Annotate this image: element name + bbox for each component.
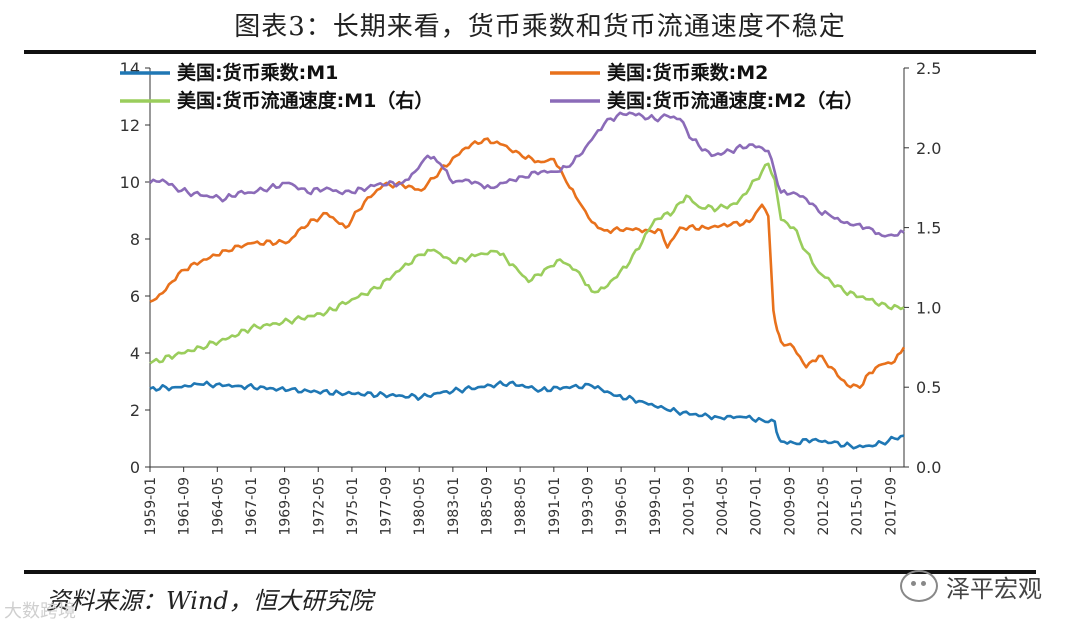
x-tick-label: 1985-09: [480, 477, 496, 536]
y-left-tick-label: 8: [130, 230, 140, 249]
y-left-tick-label: 6: [130, 287, 140, 306]
x-tick-label: 1967-01: [244, 477, 260, 536]
x-tick-label: 2001-09: [681, 477, 697, 536]
top-rule: [24, 50, 1036, 54]
wechat-icon: [900, 570, 938, 602]
legend-label-2: 美国:货币乘数:M2: [607, 61, 768, 84]
y-left-tick-label: 2: [130, 401, 140, 420]
watermark-brand-text: 泽平宏观: [946, 574, 1042, 603]
legend-label-3: 美国:货币流通速度:M1（右）: [177, 89, 433, 112]
x-tick-label: 1964-05: [210, 477, 226, 536]
bottom-rule: [24, 570, 1036, 574]
x-tick-label: 2012-05: [816, 477, 832, 536]
source-note: 资料来源：Wind，恒大研究院: [46, 587, 373, 615]
y-left-tick-label: 4: [130, 344, 140, 363]
y-right-tick-label: 0.5: [916, 378, 941, 397]
x-tick-label: 1996-05: [614, 477, 630, 536]
x-tick-label: 1999-01: [648, 477, 664, 536]
x-tick-label: 1969-09: [278, 477, 294, 536]
x-tick-label: 2015-01: [850, 477, 866, 536]
y-left-tick-label: 0: [130, 458, 140, 477]
watermark-brand: 泽平宏观: [900, 566, 1042, 606]
y-right-tick-label: 2.5: [916, 59, 941, 78]
x-tick-label: 1972-05: [311, 477, 327, 536]
chart-legend: 美国:货币乘数:M1 美国:货币乘数:M2 美国:货币流通速度:M1（右） 美国:货币…: [120, 61, 863, 112]
chart-axes: 0 2 4 6 8 10 12 14 0.0 0.5 1.0 1.5 2.0 2.5 1959-01 1961…: [120, 59, 942, 536]
watermark-faint: 大数跨境: [4, 601, 76, 622]
x-tick-label: 1980-05: [412, 477, 428, 536]
x-tick-label: 1993-09: [580, 477, 596, 536]
y-left-tick-label: 14: [120, 59, 140, 78]
x-tick-label: 1983-01: [446, 477, 462, 536]
y-left-tick-label: 10: [120, 173, 140, 192]
x-tick-label: 1961-09: [177, 477, 193, 536]
series-line-2: [149, 137, 906, 389]
y-right-tick-label: 1.5: [916, 219, 941, 238]
y-right-tick-label: 2.0: [916, 139, 941, 158]
x-tick-label: 1991-01: [547, 477, 563, 536]
x-tick-label: 1959-01: [143, 477, 159, 536]
x-tick-label: 1988-05: [513, 477, 529, 536]
legend-label-1: 美国:货币乘数:M1: [177, 61, 338, 84]
chart-series: [149, 111, 906, 450]
series-line-3: [149, 162, 905, 365]
chart-title: 图表3：长期来看，货币乘数和货币流通速度不稳定: [234, 12, 846, 42]
y-right-tick-label: 1.0: [916, 298, 941, 317]
legend-label-4: 美国:货币流通速度:M2（右）: [607, 89, 863, 112]
y-left-tick-label: 12: [120, 116, 140, 135]
series-line-4: [149, 111, 905, 238]
series-line-1: [149, 380, 905, 450]
x-tick-label: 2007-01: [749, 477, 765, 536]
x-tick-label: 2004-05: [715, 477, 731, 536]
x-tick-label: 2009-09: [782, 477, 798, 536]
x-tick-label: 1975-01: [345, 477, 361, 536]
x-tick-label: 1977-09: [379, 477, 395, 536]
x-tick-label: 2017-09: [883, 477, 899, 536]
y-right-tick-label: 0.0: [916, 458, 941, 477]
